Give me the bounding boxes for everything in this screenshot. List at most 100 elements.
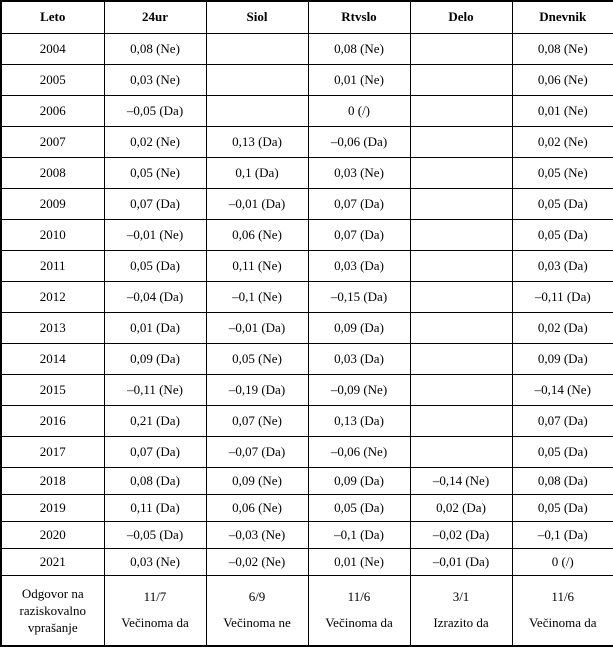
- value-cell: 0,02 (Ne): [511, 125, 613, 158]
- value-cell: 0,21 (Da): [103, 404, 207, 437]
- value-cell: –0,06 (Da): [307, 125, 411, 158]
- value-cell: 0,07 (Da): [103, 435, 207, 468]
- value-cell: 0,03 (Ne): [307, 156, 411, 189]
- value-cell: 0,05 (Ne): [511, 156, 613, 189]
- summary-ratio: 11/7: [143, 589, 167, 605]
- value-cell: 0,07 (Da): [103, 187, 207, 220]
- table-row: 2006 –0,05 (Da) 0 (/) 0,01 (Ne): [0, 94, 613, 127]
- summary-value-cell: 11/6 Večinoma da: [511, 574, 613, 647]
- value-cell: –0,02 (Da): [409, 520, 513, 549]
- value-cell: [409, 280, 513, 313]
- table-row: 2021 0,03 (Ne) –0,02 (Ne) 0,01 (Ne) –0,01 (D…: [0, 547, 613, 576]
- year-cell: 2019: [0, 493, 105, 522]
- summary-value-cell: 11/7 Večinoma da: [103, 574, 207, 647]
- value-cell: 0,01 (Ne): [307, 63, 411, 96]
- value-cell: 0,01 (Ne): [511, 94, 613, 127]
- value-cell: 0,13 (Da): [307, 404, 411, 437]
- value-cell: 0,06 (Ne): [511, 63, 613, 96]
- summary-label-cell: Odgovor na raziskovalno vprašanje: [0, 574, 105, 647]
- table-row: 2017 0,07 (Da) –0,07 (Da) –0,06 (Ne) 0,05 (D…: [0, 435, 613, 468]
- value-cell: 0,08 (Ne): [103, 32, 207, 65]
- table-row: 2019 0,11 (Da) 0,06 (Ne) 0,05 (Da) 0,02 (Da)…: [0, 493, 613, 522]
- value-cell: –0,11 (Da): [511, 280, 613, 313]
- value-cell: 0,02 (Da): [409, 493, 513, 522]
- summary-label-line: vprašanje: [27, 619, 78, 635]
- year-cell: 2020: [0, 520, 105, 549]
- value-cell: 0,07 (Da): [511, 404, 613, 437]
- year-cell: 2010: [0, 218, 105, 251]
- summary-ratio: 11/6: [551, 589, 575, 605]
- summary-row: Odgovor na raziskovalno vprašanje 11/7 Večin…: [0, 574, 613, 647]
- value-cell: 0,05 (Da): [103, 249, 207, 282]
- table-row: 2007 0,02 (Ne) 0,13 (Da) –0,06 (Da) 0,02 (Ne…: [0, 125, 613, 158]
- value-cell: 0,03 (Da): [307, 249, 411, 282]
- column-header-delo: Delo: [409, 0, 513, 34]
- value-cell: [409, 156, 513, 189]
- value-cell: 0,09 (Da): [511, 342, 613, 375]
- value-cell: –0,01 (Ne): [103, 218, 207, 251]
- column-header-dnevnik: Dnevnik: [511, 0, 613, 34]
- value-cell: 0,07 (Ne): [205, 404, 309, 437]
- table-body: 2004 0,08 (Ne) 0,08 (Ne) 0,08 (Ne) 2005 0,03 …: [0, 32, 613, 647]
- year-cell: 2006: [0, 94, 105, 127]
- year-cell: 2004: [0, 32, 105, 65]
- year-cell: 2016: [0, 404, 105, 437]
- value-cell: 0,1 (Da): [205, 156, 309, 189]
- year-cell: 2005: [0, 63, 105, 96]
- column-header-siol: Siol: [205, 0, 309, 34]
- value-cell: –0,05 (Da): [103, 94, 207, 127]
- value-cell: –0,15 (Da): [307, 280, 411, 313]
- value-cell: [205, 32, 309, 65]
- value-cell: 0,09 (Da): [307, 311, 411, 344]
- summary-verdict: Večinoma da: [121, 615, 189, 631]
- value-cell: 0,08 (Ne): [511, 32, 613, 65]
- value-cell: 0,02 (Da): [511, 311, 613, 344]
- value-cell: –0,01 (Da): [205, 311, 309, 344]
- value-cell: [205, 94, 309, 127]
- value-cell: 0,05 (Ne): [205, 342, 309, 375]
- value-cell: –0,1 (Da): [307, 520, 411, 549]
- value-cell: [409, 32, 513, 65]
- value-cell: –0,06 (Ne): [307, 435, 411, 468]
- year-cell: 2013: [0, 311, 105, 344]
- table-row: 2005 0,03 (Ne) 0,01 (Ne) 0,06 (Ne): [0, 63, 613, 96]
- summary-verdict: Večinoma da: [528, 615, 597, 631]
- year-cell: 2012: [0, 280, 105, 313]
- summary-verdict: Večinoma ne: [223, 615, 291, 631]
- value-cell: 0,08 (Da): [103, 466, 207, 495]
- value-cell: 0 (/): [511, 547, 613, 576]
- year-cell: 2015: [0, 373, 105, 406]
- header-row: Leto 24ur Siol Rtvslo Delo Dnevnik: [0, 0, 613, 34]
- year-cell: 2007: [0, 125, 105, 158]
- value-cell: –0,14 (Ne): [511, 373, 613, 406]
- value-cell: 0,05 (Ne): [103, 156, 207, 189]
- value-cell: –0,19 (Da): [205, 373, 309, 406]
- value-cell: 0,03 (Ne): [103, 547, 207, 576]
- year-cell: 2021: [0, 547, 105, 576]
- value-cell: 0,05 (Da): [511, 187, 613, 220]
- value-cell: 0,08 (Da): [511, 466, 613, 495]
- summary-value-cell: 11/6 Večinoma da: [307, 574, 411, 647]
- value-cell: 0,09 (Da): [103, 342, 207, 375]
- value-cell: 0,05 (Da): [511, 435, 613, 468]
- value-cell: 0,07 (Da): [307, 218, 411, 251]
- value-cell: [409, 404, 513, 437]
- value-cell: 0,01 (Da): [103, 311, 207, 344]
- value-cell: –0,04 (Da): [103, 280, 207, 313]
- value-cell: [409, 94, 513, 127]
- value-cell: 0,02 (Ne): [103, 125, 207, 158]
- table-row: 2018 0,08 (Da) 0,09 (Ne) 0,09 (Da) –0,14 (Ne…: [0, 466, 613, 495]
- table-row: 2010 –0,01 (Ne) 0,06 (Ne) 0,07 (Da) 0,05 (Da…: [0, 218, 613, 251]
- value-cell: [409, 249, 513, 282]
- value-cell: 0,13 (Da): [205, 125, 309, 158]
- value-cell: –0,09 (Ne): [307, 373, 411, 406]
- value-cell: [409, 342, 513, 375]
- value-cell: –0,01 (Da): [409, 547, 513, 576]
- value-cell: 0,01 (Ne): [307, 547, 411, 576]
- summary-ratio: 6/9: [248, 589, 266, 605]
- value-cell: 0,09 (Ne): [205, 466, 309, 495]
- table-row: 2011 0,05 (Da) 0,11 (Ne) 0,03 (Da) 0,03 (Da): [0, 249, 613, 282]
- table-row: 2015 –0,11 (Ne) –0,19 (Da) –0,09 (Ne) –0,14 …: [0, 373, 613, 406]
- value-cell: 0,08 (Ne): [307, 32, 411, 65]
